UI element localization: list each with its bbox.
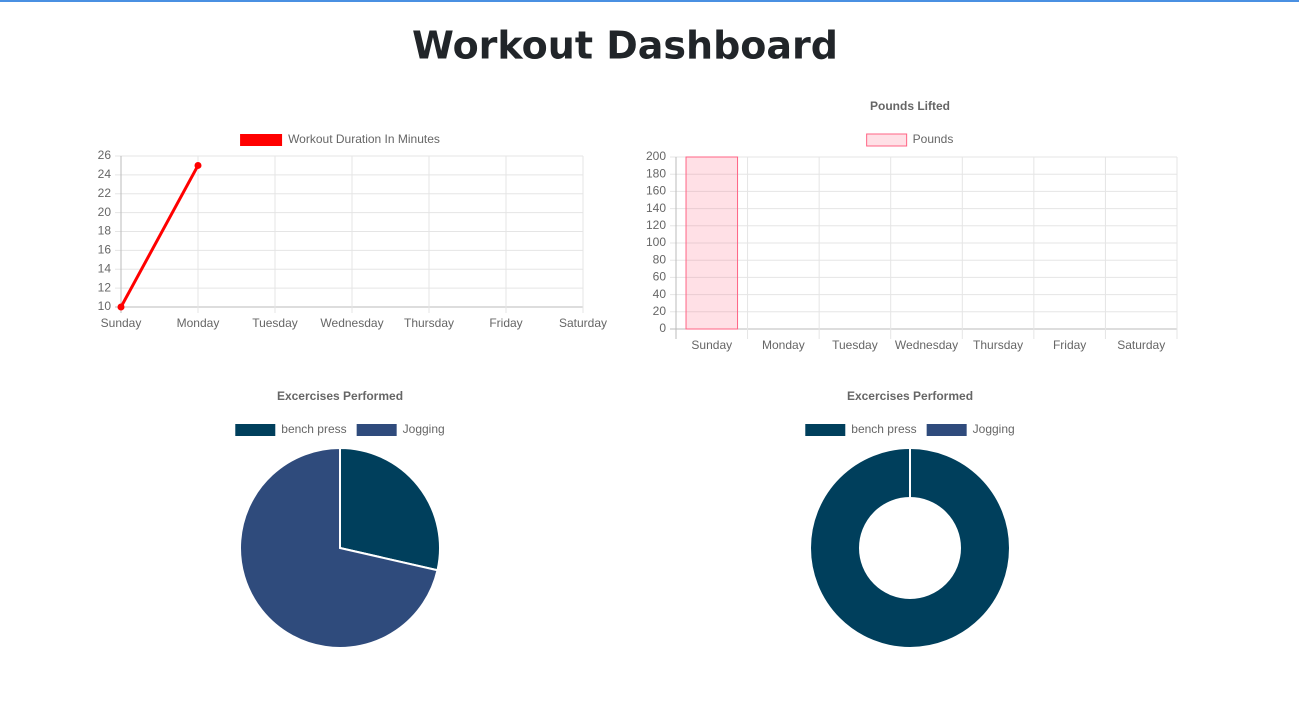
- x-tick-label: Saturday: [1117, 338, 1165, 352]
- line-series: [119, 164, 200, 308]
- top-border: [0, 0, 1299, 2]
- y-tick-label: 200: [646, 149, 666, 163]
- legend-swatch: [805, 424, 846, 436]
- chart-title: Pounds Lifted: [870, 99, 950, 113]
- legend-label: Pounds: [913, 132, 954, 146]
- y-tick-label: 120: [646, 218, 666, 232]
- y-tick-label: 26: [98, 148, 112, 162]
- bar: [685, 156, 739, 330]
- legend-label: Workout Duration In Minutes: [288, 132, 440, 146]
- y-tick-label: 18: [98, 224, 112, 238]
- x-tick-label: Sunday: [691, 338, 732, 352]
- chart-title: Excercises Performed: [847, 389, 973, 403]
- y-tick-label: 0: [659, 321, 666, 335]
- legend-swatch: [235, 424, 276, 436]
- x-tick-label: Friday: [489, 316, 522, 330]
- y-tick-label: 140: [646, 201, 666, 215]
- y-tick-label: 80: [653, 252, 667, 266]
- x-tick-label: Saturday: [559, 316, 607, 330]
- page-title: Workout Dashboard: [412, 24, 838, 68]
- legend-swatch: [356, 424, 397, 436]
- x-tick-label: Thursday: [404, 316, 454, 330]
- x-tick-label: Wednesday: [320, 316, 383, 330]
- y-tick-label: 10: [98, 299, 112, 313]
- x-tick-label: Wednesday: [895, 338, 958, 352]
- line-point: [194, 161, 202, 169]
- x-tick-label: Monday: [762, 338, 805, 352]
- chart-title: Excercises Performed: [277, 389, 403, 403]
- x-tick-label: Sunday: [101, 316, 142, 330]
- legend-swatch: [926, 424, 967, 436]
- legend-label: Jogging: [403, 422, 445, 436]
- pie-slice: [339, 446, 441, 572]
- x-tick-label: Thursday: [973, 338, 1023, 352]
- y-tick-label: 20: [98, 205, 112, 219]
- legend-swatch: [866, 133, 908, 147]
- y-tick-label: 40: [653, 287, 667, 301]
- legend-swatch: [240, 134, 283, 146]
- legend-label: bench press: [281, 422, 346, 436]
- y-tick-label: 14: [98, 261, 112, 275]
- y-tick-label: 20: [653, 304, 667, 318]
- y-tick-label: 60: [653, 270, 667, 284]
- y-tick-label: 12: [98, 280, 112, 294]
- y-tick-label: 180: [646, 166, 666, 180]
- pie-slice: [239, 446, 439, 649]
- x-tick-label: Friday: [1053, 338, 1086, 352]
- y-tick-label: 100: [646, 235, 666, 249]
- legend-label: Jogging: [973, 422, 1015, 436]
- line-point: [117, 303, 125, 311]
- y-tick-label: 22: [98, 186, 112, 200]
- legend-label: bench press: [851, 422, 916, 436]
- pie-slice: [809, 447, 1011, 650]
- y-tick-label: 160: [646, 184, 666, 198]
- x-tick-label: Tuesday: [252, 316, 298, 330]
- y-tick-label: 16: [98, 243, 112, 257]
- y-tick-label: 24: [98, 167, 112, 181]
- x-tick-label: Tuesday: [832, 338, 878, 352]
- x-tick-label: Monday: [177, 316, 220, 330]
